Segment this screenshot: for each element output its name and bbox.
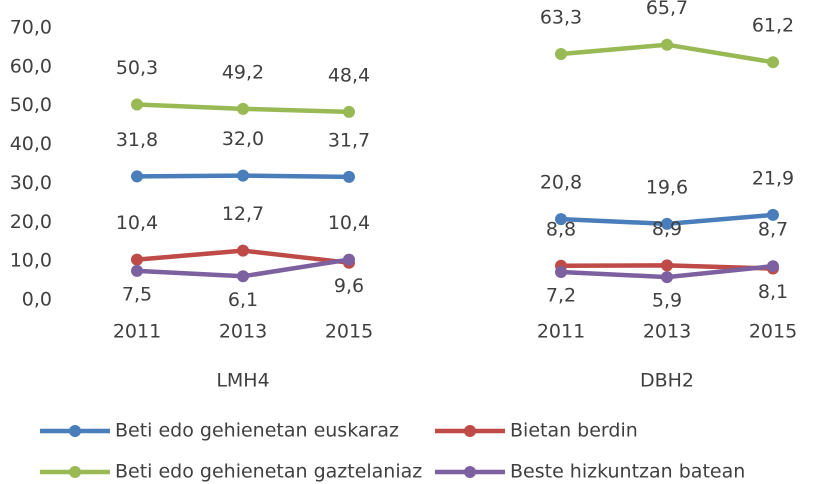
data-point: [555, 266, 567, 279]
legend-marker: [464, 466, 476, 478]
data-label: 49,2: [222, 61, 264, 83]
legend-marker: [69, 425, 81, 437]
x-tick-label: 2013: [643, 321, 691, 343]
data-label: 31,8: [116, 129, 158, 151]
data-point: [343, 170, 355, 183]
data-label: 10,4: [328, 212, 370, 234]
data-label: 31,7: [328, 129, 370, 151]
y-tick-label: 10,0: [10, 250, 52, 272]
legend-marker: [69, 466, 81, 478]
y-tick-label: 50,0: [10, 94, 52, 116]
legend-label: Beti edo gehienetan euskaraz: [115, 420, 399, 442]
data-label: 7,5: [122, 283, 152, 305]
data-label: 32,0: [222, 128, 264, 150]
legend-label: Beti edo gehienetan gaztelaniaz: [115, 461, 422, 483]
legend-label: Beste hizkuntzan batean: [510, 461, 745, 483]
x-tick-label: 2011: [537, 321, 585, 343]
legend-marker: [464, 425, 476, 437]
data-label: 10,4: [116, 212, 158, 234]
data-point: [661, 38, 673, 51]
x-tick-label: 2013: [219, 321, 267, 343]
data-point: [237, 169, 249, 182]
y-tick-label: 30,0: [10, 172, 52, 194]
data-point: [131, 170, 143, 183]
data-label: 12,7: [222, 203, 264, 225]
data-point: [237, 244, 249, 257]
data-point: [555, 213, 567, 226]
y-tick-label: 70,0: [10, 17, 52, 39]
data-point: [767, 56, 779, 69]
group-label: LMH4: [216, 370, 269, 392]
x-tick-label: 2015: [749, 321, 797, 343]
data-point: [343, 105, 355, 118]
series-line: [136, 257, 774, 280]
series-line: [136, 248, 774, 271]
data-label: 8,9: [652, 218, 682, 240]
data-point: [237, 270, 249, 283]
y-tick-label: 60,0: [10, 55, 52, 77]
data-label: 21,9: [752, 167, 794, 189]
data-label: 65,7: [646, 0, 688, 19]
data-label: 5,9: [652, 290, 682, 312]
data-label: 20,8: [540, 172, 582, 194]
data-label: 50,3: [116, 57, 158, 79]
data-label: 19,6: [646, 176, 688, 198]
data-point: [767, 208, 779, 221]
data-label: 7,2: [546, 285, 576, 307]
data-point: [343, 253, 355, 266]
data-point: [661, 259, 673, 272]
y-tick-label: 0,0: [22, 289, 52, 311]
x-tick-label: 2015: [325, 321, 373, 343]
data-label: 8,1: [758, 281, 788, 303]
group-label: DBH2: [640, 370, 694, 392]
data-point: [555, 48, 567, 61]
x-tick-label: 2011: [113, 321, 161, 343]
data-label: 8,8: [546, 218, 576, 240]
data-point: [131, 253, 143, 266]
data-point: [237, 102, 249, 115]
legend-label: Bietan berdin: [510, 420, 638, 442]
data-point: [131, 98, 143, 111]
data-point: [661, 217, 673, 230]
y-tick-label: 40,0: [10, 133, 52, 155]
data-label: 6,1: [228, 289, 258, 311]
data-point: [767, 260, 779, 273]
y-tick-label: 20,0: [10, 211, 52, 233]
data-point: [661, 271, 673, 284]
data-label: 63,3: [540, 7, 582, 29]
data-label: 8,7: [758, 219, 788, 241]
data-label: 9,6: [334, 275, 364, 297]
data-label: 61,2: [752, 15, 794, 37]
data-point: [131, 264, 143, 277]
data-label: 48,4: [328, 64, 370, 86]
